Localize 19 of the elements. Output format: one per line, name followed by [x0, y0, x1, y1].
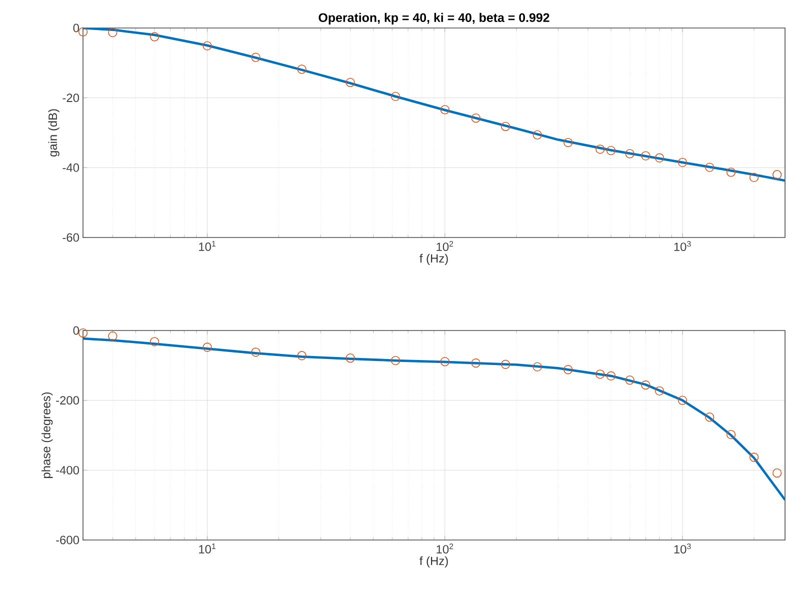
- x-tick-label: 10$^{3}$: [674, 544, 691, 554]
- y-axis-title: gain (dB): [48, 109, 60, 157]
- y-tick-label: -600: [56, 536, 80, 544]
- y-tick-label: -400: [56, 466, 80, 474]
- x-tick-label: 10$^{2}$: [436, 544, 454, 554]
- y-tick-label: 0: [73, 326, 80, 335]
- y-tick-label: -60: [62, 233, 80, 242]
- x-tick-label: 10$^{3}$: [674, 241, 691, 252]
- y-axis-title: phase (degrees): [42, 392, 53, 478]
- x-axis-title: f (Hz): [420, 556, 448, 568]
- chart-title: Operation, kp = 40, ki = 40, beta = 0.992: [318, 12, 550, 24]
- x-tick-label: 10$^{1}$: [199, 544, 216, 554]
- y-tick-label: 0: [73, 24, 80, 32]
- y-tick-label: -20: [62, 94, 80, 102]
- y-tick-label: -40: [62, 163, 80, 172]
- x-axis-title: f (Hz): [420, 254, 448, 266]
- x-tick-label: 10$^{1}$: [199, 241, 216, 251]
- y-tick-label: -200: [56, 396, 80, 405]
- x-tick-label: 10$^{2}$: [436, 241, 454, 252]
